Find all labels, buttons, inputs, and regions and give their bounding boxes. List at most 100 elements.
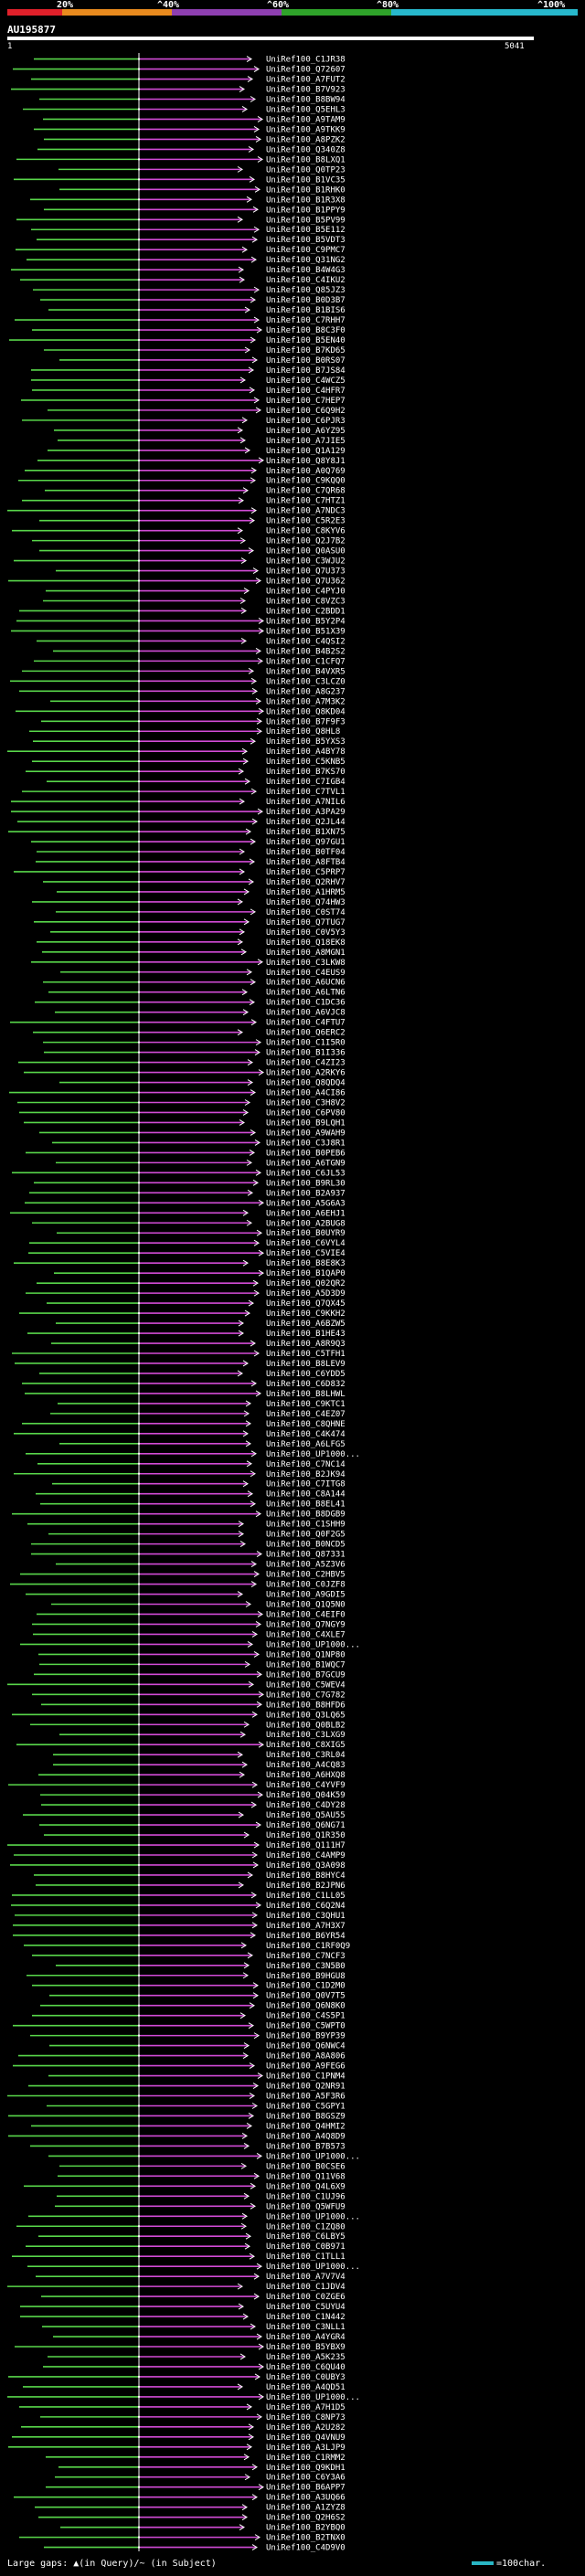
hit-label[interactable]: UniRef100_A9TKK9 <box>266 125 346 134</box>
hit-label[interactable]: UniRef100_B5EN40 <box>266 336 346 345</box>
hit-row[interactable]: UniRef100_C6JL53 <box>12 1169 346 1178</box>
hit-label[interactable]: UniRef100_C6QU40 <box>266 2363 346 2372</box>
hit-row[interactable]: UniRef100_C9KKH2 <box>19 1309 346 1319</box>
hit-label[interactable]: UniRef100_C7RHH7 <box>266 316 346 325</box>
hit-row[interactable]: UniRef100_A9FEG6 <box>13 2062 346 2072</box>
hit-label[interactable]: UniRef100_C4IKU2 <box>266 276 346 285</box>
hit-label[interactable]: UniRef100_B9RL30 <box>266 1179 346 1188</box>
hit-row[interactable]: UniRef100_Q4HMI2 <box>31 2122 346 2131</box>
hit-label[interactable]: UniRef100_B4VXR5 <box>266 667 346 676</box>
hit-label[interactable]: UniRef100_C0ZGE6 <box>266 2293 346 2302</box>
hit-row[interactable]: UniRef100_C4HFR7 <box>32 387 346 396</box>
hit-row[interactable]: UniRef100_C3LXG9 <box>59 1731 346 1740</box>
hit-row[interactable]: UniRef100_Q0TP23 <box>58 165 346 175</box>
hit-row[interactable]: UniRef100_C4D9V0 <box>44 2544 346 2553</box>
hit-row[interactable]: UniRef100_C8XIG5 <box>16 1741 346 1750</box>
hit-label[interactable]: UniRef100_Q1R350 <box>266 1831 346 1840</box>
hit-row[interactable]: UniRef100_C1ZQ80 <box>16 2222 346 2231</box>
hit-label[interactable]: UniRef100_A8A806 <box>266 2052 346 2062</box>
hit-label[interactable]: UniRef100_C5PRP7 <box>266 868 346 877</box>
hit-label[interactable]: UniRef100_B1BIS6 <box>266 306 346 315</box>
hit-label[interactable]: UniRef100_A8MGN1 <box>266 949 346 958</box>
hit-label[interactable]: UniRef100_C3QHU1 <box>266 1912 346 1921</box>
hit-row[interactable]: UniRef100_B9RL30 <box>34 1179 346 1188</box>
hit-row[interactable]: UniRef100_A4YGR4 <box>53 2333 346 2342</box>
hit-label[interactable]: UniRef100_C5UYU4 <box>266 2303 346 2312</box>
hit-label[interactable]: UniRef100_B8LHWL <box>266 1390 346 1399</box>
hit-row[interactable]: UniRef100_A6VJC8 <box>55 1009 346 1018</box>
hit-label[interactable]: UniRef100_B5VDT3 <box>266 236 346 245</box>
hit-row[interactable]: UniRef100_B1PPY9 <box>44 206 346 215</box>
hit-label[interactable]: UniRef100_C3J8R1 <box>266 1139 346 1148</box>
hit-row[interactable]: UniRef100_A1ZYZ8 <box>35 2504 346 2513</box>
hit-row[interactable]: UniRef100_Q11V68 <box>58 2172 346 2181</box>
hit-row[interactable]: UniRef100_B5YBX9 <box>15 2343 346 2352</box>
hit-label[interactable]: UniRef100_A6HXQ8 <box>266 1771 346 1780</box>
hit-label[interactable]: UniRef100_C5TFH1 <box>266 1350 346 1359</box>
hit-row[interactable]: UniRef100_UP1000... <box>20 1640 360 1649</box>
hit-row[interactable]: UniRef100_Q5WFU9 <box>55 2202 346 2211</box>
hit-row[interactable]: UniRef100_C5VIE4 <box>28 1249 346 1258</box>
hit-row[interactable]: UniRef100_B2YBQ0 <box>60 2524 346 2533</box>
hit-row[interactable]: UniRef100_C3QHU1 <box>15 1912 346 1921</box>
hit-row[interactable]: UniRef100_C4AMP9 <box>14 1851 346 1860</box>
hit-row[interactable]: UniRef100_B7V923 <box>11 86 346 95</box>
hit-label[interactable]: UniRef100_C8KYV6 <box>266 527 346 536</box>
hit-label[interactable]: UniRef100_C6VYL4 <box>266 1239 346 1248</box>
hit-label[interactable]: UniRef100_Q31NG2 <box>266 256 346 265</box>
hit-row[interactable]: UniRef100_B8LXQ1 <box>16 155 346 164</box>
hit-label[interactable]: UniRef100_Q8KD04 <box>266 707 346 716</box>
hit-label[interactable]: UniRef100_A3LJP9 <box>266 2443 346 2453</box>
hit-label[interactable]: UniRef100_Q2J7B2 <box>266 537 346 546</box>
hit-row[interactable]: UniRef100_B8EL41 <box>40 1500 346 1510</box>
hit-row[interactable]: UniRef100_C1TLL1 <box>12 2253 346 2262</box>
hit-label[interactable]: UniRef100_B7KS70 <box>266 768 346 777</box>
hit-label[interactable]: UniRef100_B0D3B7 <box>266 296 346 305</box>
hit-label[interactable]: UniRef100_B0NCD5 <box>266 1541 346 1550</box>
hit-row[interactable]: UniRef100_A7JIE5 <box>58 437 346 446</box>
hit-label[interactable]: UniRef100_C6YDD5 <box>266 1370 346 1379</box>
hit-label[interactable]: UniRef100_C4S5P1 <box>266 2012 346 2021</box>
hit-row[interactable]: UniRef100_Q8HL8 <box>29 727 340 737</box>
hit-label[interactable]: UniRef100_A6TGN9 <box>266 1159 346 1168</box>
hit-row[interactable]: UniRef100_C1SHH9 <box>27 1521 346 1530</box>
hit-label[interactable]: UniRef100_A7V7V4 <box>266 2273 346 2282</box>
hit-label[interactable]: UniRef100_B7B573 <box>266 2142 346 2151</box>
hit-row[interactable]: UniRef100_C6PJR3 <box>22 417 346 426</box>
hit-label[interactable]: UniRef100_Q7NGY9 <box>266 1620 346 1629</box>
hit-row[interactable]: UniRef100_C7HEP7 <box>21 397 346 406</box>
hit-label[interactable]: UniRef100_Q1A129 <box>266 447 346 456</box>
hit-row[interactable]: UniRef100_C2HBV5 <box>20 1571 346 1580</box>
hit-label[interactable]: UniRef100_C6Q9H2 <box>266 407 346 416</box>
hit-row[interactable]: UniRef100_A9TKK9 <box>34 125 346 134</box>
hit-row[interactable]: UniRef100_A6EHJ1 <box>10 1209 346 1218</box>
hit-label[interactable]: UniRef100_A5G6A3 <box>266 1199 346 1208</box>
hit-label[interactable]: UniRef100_B8LEV9 <box>266 1360 346 1369</box>
hit-row[interactable]: UniRef100_A8FTB4 <box>36 858 346 867</box>
hit-label[interactable]: UniRef100_C4AMP9 <box>266 1851 346 1860</box>
hit-label[interactable]: UniRef100_B2TNX0 <box>266 2534 346 2543</box>
hit-label[interactable]: UniRef100_C7TVL1 <box>266 788 346 797</box>
hit-label[interactable]: UniRef100_A6VJC8 <box>266 1009 346 1018</box>
hit-label[interactable]: UniRef100_UP1000... <box>266 2263 360 2272</box>
hit-label[interactable]: UniRef100_A9WAH9 <box>266 1129 346 1138</box>
hit-label[interactable]: UniRef100_C3N5B0 <box>266 1962 346 1971</box>
hit-label[interactable]: UniRef100_C7ITG8 <box>266 1480 346 1489</box>
hit-row[interactable]: UniRef100_B8C3F0 <box>32 326 346 335</box>
hit-row[interactable]: UniRef100_A6YZ95 <box>54 427 346 436</box>
hit-row[interactable]: UniRef100_B0UYR9 <box>57 1229 346 1238</box>
hit-row[interactable]: UniRef100_UP1000... <box>28 2212 360 2221</box>
hit-label[interactable]: UniRef100_Q74HW3 <box>266 898 346 907</box>
hit-label[interactable]: UniRef100_A7FUT2 <box>266 76 346 85</box>
hit-label[interactable]: UniRef100_B8HYC4 <box>266 1871 346 1881</box>
hit-row[interactable]: UniRef100_Q111H7 <box>7 1841 346 1850</box>
hit-label[interactable]: UniRef100_B9YP39 <box>266 2032 346 2041</box>
hit-label[interactable]: UniRef100_C4YVF9 <box>266 1781 346 1790</box>
hit-row[interactable]: UniRef100_C4FTU7 <box>10 1019 346 1028</box>
hit-row[interactable]: UniRef100_Q4VNU9 <box>12 2433 346 2443</box>
hit-row[interactable]: UniRef100_A7NIL6 <box>11 798 346 807</box>
hit-label[interactable]: UniRef100_Q3A098 <box>266 1861 346 1871</box>
hit-label[interactable]: UniRef100_A4Q8D9 <box>266 2132 346 2141</box>
hit-label[interactable]: UniRef100_C5VIE4 <box>266 1249 346 1258</box>
hit-row[interactable]: UniRef100_B9YP39 <box>30 2032 346 2041</box>
